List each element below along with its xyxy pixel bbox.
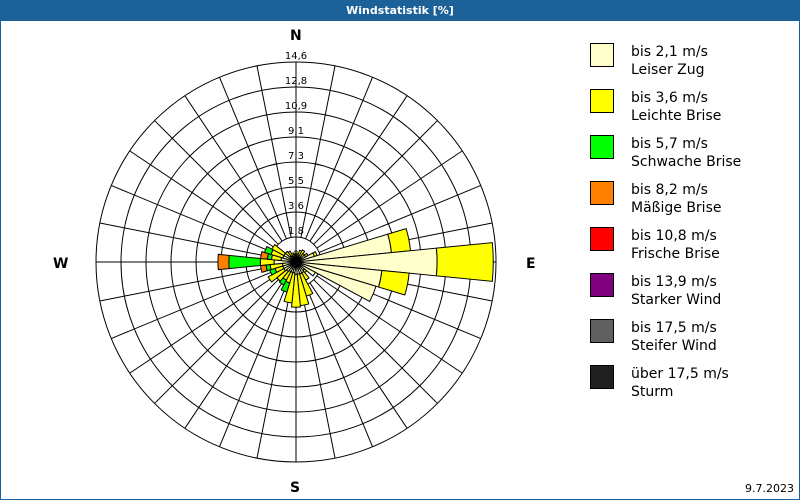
legend-swatch [590, 43, 614, 67]
compass-east-label: E [526, 256, 536, 272]
wind-rose-bars [217, 227, 494, 308]
legend-label: Sturm [631, 384, 674, 400]
compass-north-label: N [290, 28, 302, 44]
date-label: 9.7.2023 [745, 482, 794, 495]
legend-label: Leichte Brise [631, 108, 722, 124]
legend-label: Mäßige Brise [631, 200, 722, 216]
legend-label: Leiser Zug [631, 62, 705, 78]
legend-swatch [590, 135, 614, 159]
legend-swatch [590, 365, 614, 389]
svg-text:12,8: 12,8 [285, 76, 307, 87]
legend-range: bis 10,8 m/s [631, 228, 717, 244]
compass-west-label: W [53, 256, 69, 272]
window-title: Windstatistik [%] [0, 0, 800, 21]
legend-label: Schwache Brise [631, 154, 742, 170]
legend-swatch [590, 181, 614, 205]
legend-label: Steifer Wind [631, 338, 717, 354]
compass-south-label: S [290, 480, 301, 496]
legend-range: über 17,5 m/s [631, 366, 729, 382]
svg-text:7,3: 7,3 [288, 151, 304, 162]
svg-text:10,9: 10,9 [285, 101, 307, 112]
svg-text:3,6: 3,6 [288, 201, 304, 212]
legend-label: Starker Wind [631, 292, 722, 308]
legend-range: bis 8,2 m/s [631, 182, 708, 198]
legend-range: bis 2,1 m/s [631, 44, 708, 60]
legend-range: bis 17,5 m/s [631, 320, 717, 336]
svg-text:5,5: 5,5 [288, 176, 304, 187]
legend-swatch [590, 227, 614, 251]
svg-text:1,8: 1,8 [288, 226, 304, 237]
legend-range: bis 3,6 m/s [631, 90, 708, 106]
legend-range: bis 13,9 m/s [631, 274, 717, 290]
legend-swatch [590, 319, 614, 343]
legend-range: bis 5,7 m/s [631, 136, 708, 152]
svg-text:9,1: 9,1 [288, 126, 304, 137]
wind-rose-chart: 1,8 3,6 5,5 7,3 9,1 10,9 12,8 14,6 [95, 51, 497, 463]
svg-text:14,6: 14,6 [285, 51, 307, 62]
legend-swatch [590, 89, 614, 113]
ring-labels: 1,8 3,6 5,5 7,3 9,1 10,9 12,8 14,6 [285, 51, 307, 237]
legend-label: Frische Brise [631, 246, 720, 262]
legend-swatch [590, 273, 614, 297]
